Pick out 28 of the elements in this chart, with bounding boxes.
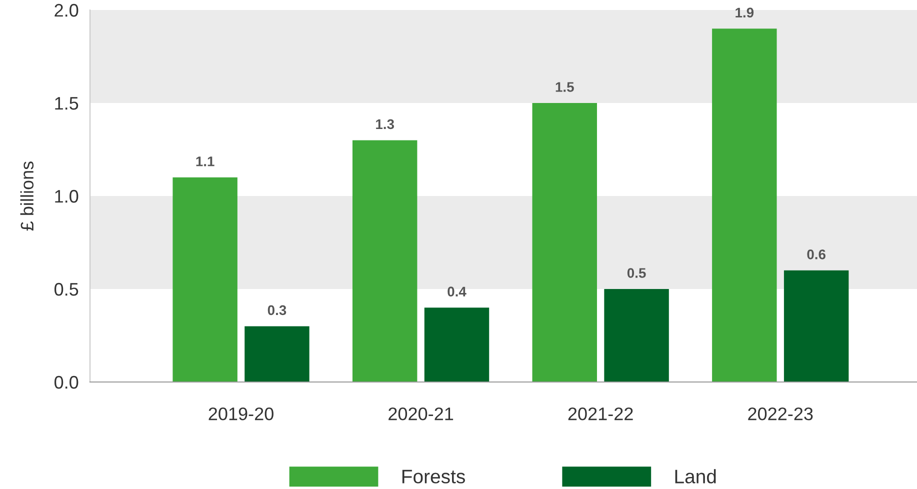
data-label: 1.9 [736,8,754,18]
bar [352,140,418,382]
data-label: 0.5 [627,268,646,278]
legend-label: Forests [402,470,465,484]
y-tick-label: 2.0 [54,4,78,17]
bar [532,103,597,382]
x-tick-label: 2019-20 [208,407,274,420]
bar [424,308,490,382]
data-label: 0.6 [807,249,826,260]
bar [784,270,849,382]
x-tick-label: 2020-21 [388,407,454,420]
data-label: 0.3 [268,305,286,316]
data-label: 1.3 [376,119,394,130]
data-label: 1.1 [196,156,214,166]
bar [712,28,777,382]
y-tick-label: 1.5 [55,97,78,110]
bar [604,289,669,382]
y-axis-title: £ billions [20,162,34,231]
bar [244,326,310,382]
y-tick-label: 0.5 [54,282,78,296]
x-tick-label: 2022-23 [748,407,813,420]
legend-label: Land [675,469,716,484]
x-tick-label: 2021-22 [568,407,633,420]
y-tick-label: 0.0 [54,376,78,389]
data-label: 1.5 [556,82,574,92]
data-label: 0.4 [448,286,466,297]
bar [172,177,238,382]
y-tick-label: 1.0 [55,190,78,203]
